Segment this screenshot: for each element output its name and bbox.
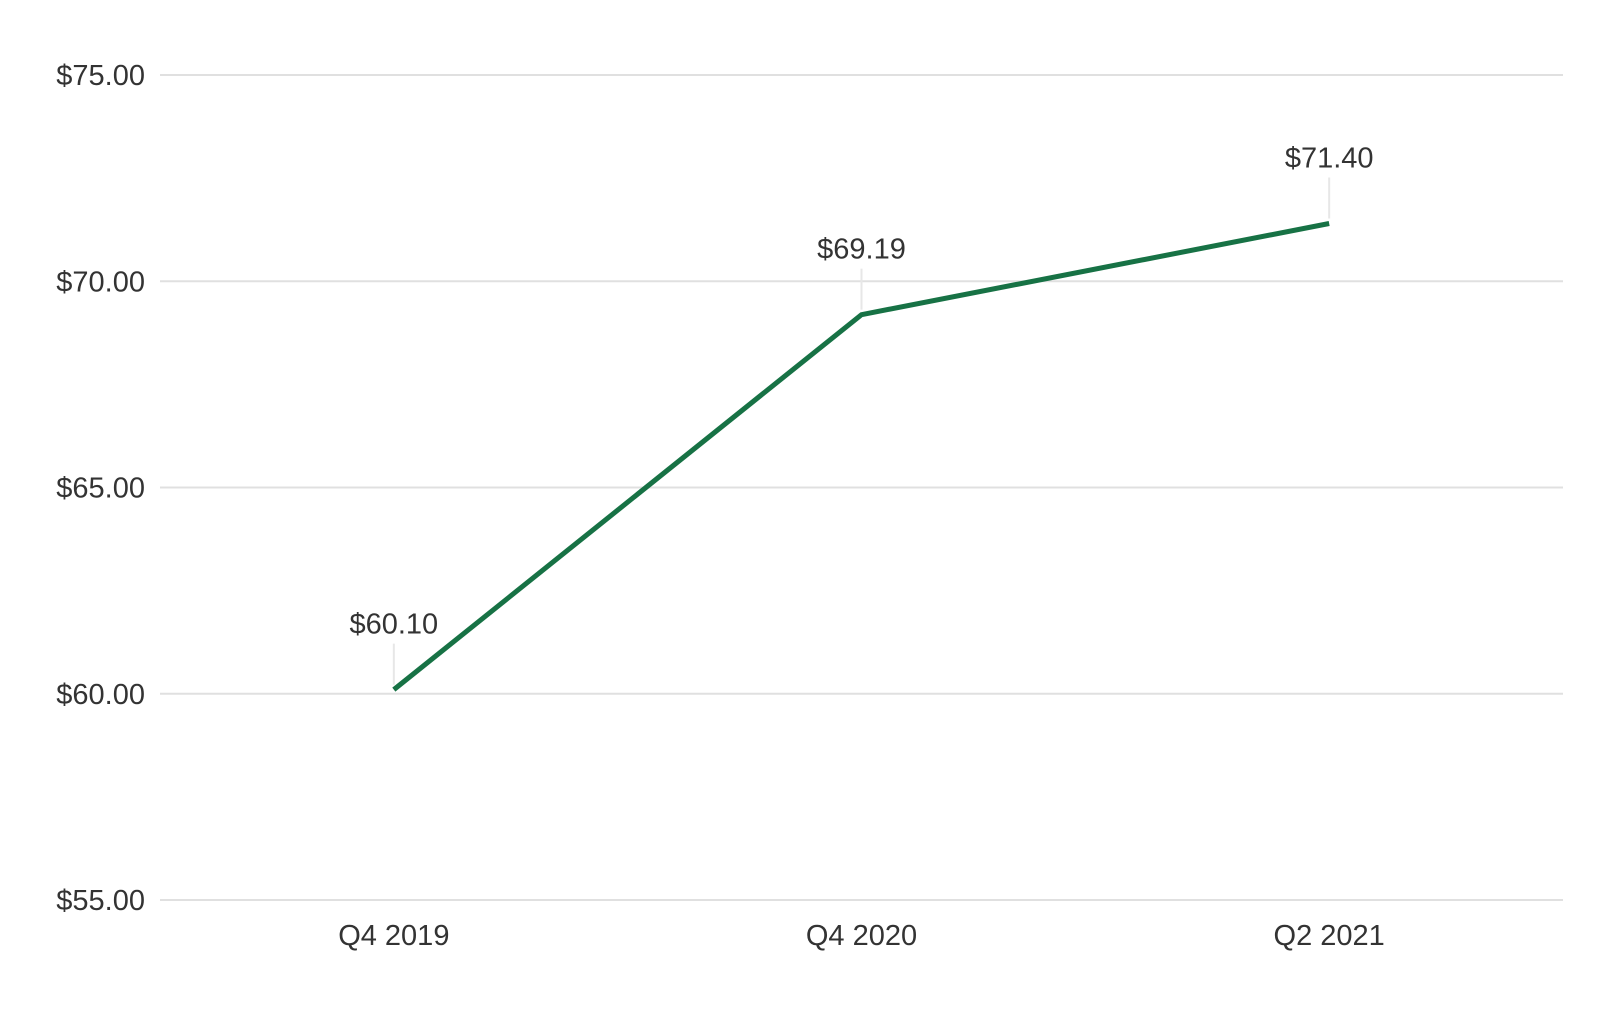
- y-axis-tick-label: $75.00: [56, 60, 145, 92]
- x-axis-tick-label: Q2 2021: [1274, 920, 1385, 952]
- x-axis-tick-label: Q4 2019: [338, 920, 449, 952]
- y-axis-tick-label: $55.00: [56, 885, 145, 917]
- y-axis-tick-label: $70.00: [56, 266, 145, 298]
- x-axis-tick-label: Q4 2020: [806, 920, 917, 952]
- y-axis-tick-label: $60.00: [56, 679, 145, 711]
- data-label: $60.10: [349, 609, 438, 641]
- y-axis-tick-label: $65.00: [56, 473, 145, 505]
- data-label: $71.40: [1285, 143, 1374, 175]
- data-series-line[interactable]: [392, 221, 1330, 692]
- data-label: $69.19: [817, 234, 906, 266]
